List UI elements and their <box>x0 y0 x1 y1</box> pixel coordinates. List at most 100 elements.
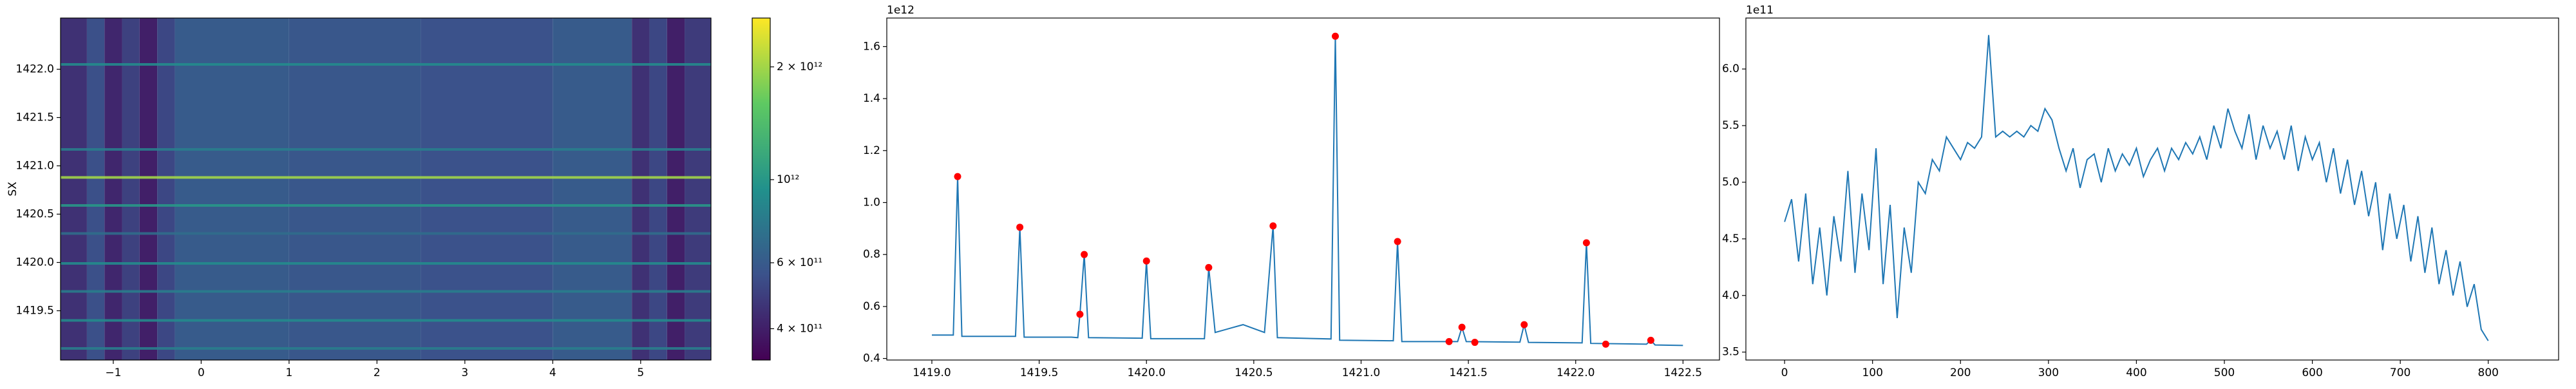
heatmap-stripe <box>61 63 711 66</box>
panel: SX 4 × 10¹¹ 6 × 10¹¹ 10¹² 2 × 10¹² −1 0 1 2 3 4 5 14… <box>6 17 822 379</box>
x-tick-label: 1421.0 <box>1342 366 1380 379</box>
heatmap-stripe <box>61 148 711 151</box>
line <box>932 36 1683 346</box>
x-tick-label: 1420.5 <box>1235 366 1273 379</box>
x-tick-label: 1 <box>285 366 292 379</box>
x-tick-label: 1421.5 <box>1449 366 1487 379</box>
colorbar-tick-label: 6 × 10¹¹ <box>777 256 822 269</box>
x-tick-label: 700 <box>2390 366 2410 379</box>
y-axis-label: SX <box>6 182 19 196</box>
x-tick-label: 400 <box>2126 366 2146 379</box>
colorbar-tick-label: 4 × 10¹¹ <box>777 322 822 335</box>
y-tick-label: 1421.0 <box>16 160 54 173</box>
heatmap-stripe <box>61 232 711 235</box>
heatmap-column <box>553 18 632 360</box>
x-tick-label: 0 <box>198 366 205 379</box>
heatmap-column <box>632 18 650 360</box>
panel: 1e11 0 100 200 300 400 500 600 700 800 3.5 4.0 4.5 5.… <box>1722 4 2559 379</box>
axes-frame <box>886 17 1720 361</box>
colorbar-tick-label: 10¹² <box>777 173 799 186</box>
heatmap-column <box>649 18 667 360</box>
x-tick-label: 3 <box>461 366 468 379</box>
x-tick-label: 1422.0 <box>1557 366 1595 379</box>
y-tick-label: 0.4 <box>863 352 880 365</box>
heatmap-column <box>139 18 158 360</box>
heatmap-stripe <box>61 262 711 265</box>
colorbar-frame <box>752 17 771 361</box>
peak-marker <box>1269 222 1277 230</box>
peak-marker <box>1602 340 1609 348</box>
x-tick-label: 5 <box>637 366 644 379</box>
heatmap-column <box>289 18 421 360</box>
y-tick-label: 4.5 <box>1722 232 1739 245</box>
x-tick-label: 800 <box>2478 366 2499 379</box>
colorbar-tick-label: 2 × 10¹² <box>777 61 822 73</box>
heatmap-column <box>685 18 711 360</box>
peak-marker <box>1394 238 1401 245</box>
x-tick-label: 1419.0 <box>913 366 951 379</box>
peak-marker <box>1076 310 1084 318</box>
y-tick-label: 5.5 <box>1722 119 1739 132</box>
heatmap-stripe <box>61 290 711 293</box>
peak-marker <box>1647 336 1654 344</box>
x-tick-label: 1420.0 <box>1127 366 1165 379</box>
peak-marker <box>1331 32 1339 40</box>
x-tick-label: 300 <box>2038 366 2059 379</box>
colorbar <box>752 18 770 360</box>
y-tick-label: 1419.5 <box>16 305 54 318</box>
y-tick-label: 1.0 <box>863 196 880 209</box>
x-tick-label: 2 <box>374 366 381 379</box>
y-tick-label: 3.5 <box>1722 346 1739 359</box>
x-tick-label: 1419.5 <box>1020 366 1058 379</box>
y-tick-label: 1420.0 <box>16 256 54 269</box>
peak-marker <box>1081 251 1088 258</box>
heatmap-column <box>175 18 289 360</box>
heatmap-column <box>421 18 553 360</box>
x-tick-label: 100 <box>1862 366 1882 379</box>
y-tick-label: 0.8 <box>863 248 880 261</box>
peak-marker <box>1016 223 1024 231</box>
peak-marker <box>1471 339 1479 346</box>
y-tick-label: 1421.5 <box>16 111 54 124</box>
x-tick-label: 200 <box>1950 366 1971 379</box>
heatmap-column <box>667 18 685 360</box>
x-tick-label: 600 <box>2302 366 2322 379</box>
panel: 1e12 1419.0 1419.5 1420.0 1420.5 1421.0 1421.5… <box>863 4 1720 379</box>
y-tick-label: 1.2 <box>863 144 880 157</box>
y-tick-label: 4.0 <box>1722 289 1739 302</box>
peak-marker <box>954 173 961 180</box>
peak-marker <box>1458 323 1466 331</box>
heatmap-stripe <box>61 176 711 179</box>
heatmap-column <box>61 18 87 360</box>
y-tick-label: 1422.0 <box>16 63 54 76</box>
peak-marker <box>1205 263 1213 271</box>
axes-frame <box>1745 17 2559 361</box>
peak-marker <box>1445 337 1453 345</box>
heatmap-column <box>157 18 175 360</box>
y-tick-label: 1.4 <box>863 92 880 105</box>
y-tick-label: 6.0 <box>1722 62 1739 75</box>
peak-marker <box>1520 321 1528 328</box>
heatmap-column <box>104 18 122 360</box>
heatmap-stripe <box>61 347 711 350</box>
y-tick-label: 0.6 <box>863 300 880 313</box>
peak-marker <box>1582 239 1590 247</box>
heatmap-stripe <box>61 319 711 322</box>
x-tick-label: −1 <box>105 366 121 379</box>
heatmap-column <box>122 18 140 360</box>
offset-text: 1e11 <box>1746 4 1774 17</box>
x-tick-label: 0 <box>1781 366 1788 379</box>
x-tick-label: 4 <box>549 366 556 379</box>
peak-marker <box>1142 257 1150 265</box>
heatmap-column <box>86 18 105 360</box>
axes-frame <box>60 17 712 361</box>
y-tick-label: 1420.5 <box>16 208 54 221</box>
y-tick-label: 1.6 <box>863 40 880 53</box>
line <box>1784 35 2489 341</box>
heatmap-stripe <box>61 204 711 207</box>
y-tick-label: 5.0 <box>1722 176 1739 189</box>
x-tick-label: 1422.5 <box>1664 366 1702 379</box>
offset-text: 1e12 <box>887 4 914 17</box>
x-tick-label: 500 <box>2214 366 2235 379</box>
